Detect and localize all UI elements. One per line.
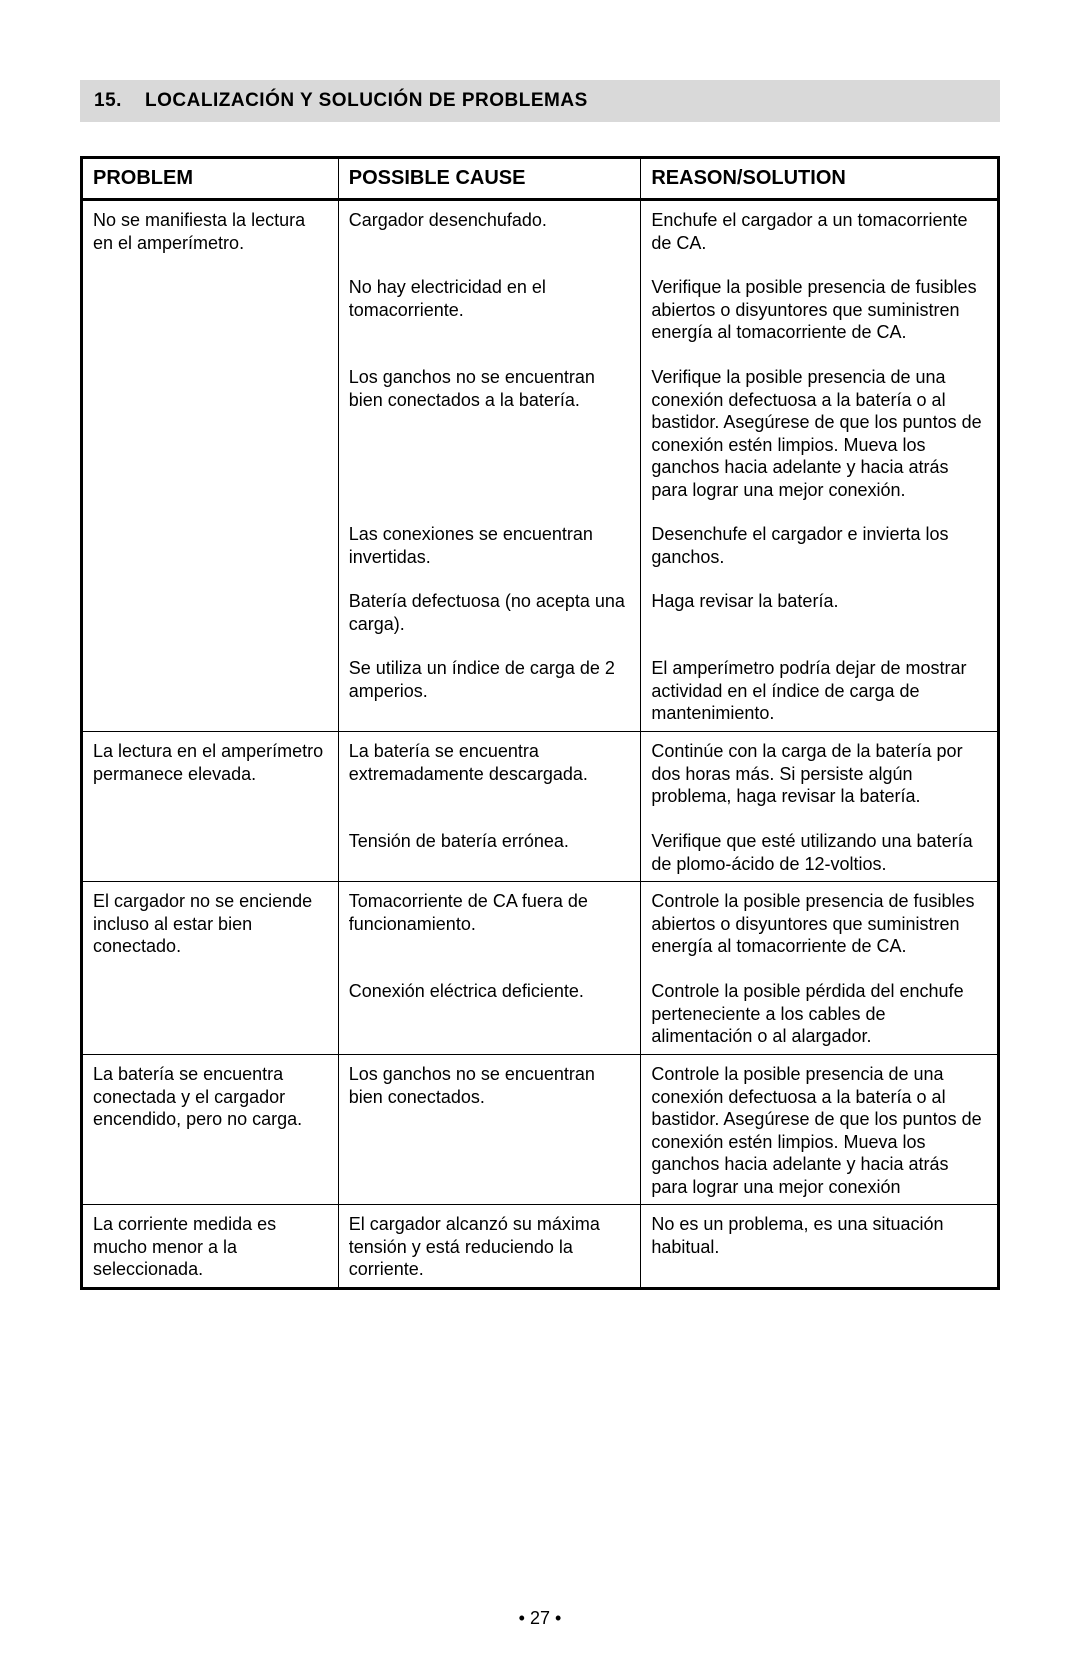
cause-text: Las conexiones se encuentran invertidas. [349, 523, 631, 590]
cause-text: Tensión de batería errónea. [349, 830, 631, 875]
document-page: 15. LOCALIZACIÓN Y SOLUCIÓN DE PROBLEMAS… [0, 0, 1080, 1669]
cause-text: Cargador desenchufado. [349, 209, 631, 276]
solution-cell: Controle la posible presencia de una con… [641, 1055, 999, 1205]
solution-text: Controle la posible pérdida del enchufe … [651, 980, 987, 1048]
cause-text: La batería se encuentra extremadamente d… [349, 740, 631, 830]
section-number: 15. [94, 90, 122, 111]
table-row: El cargador no se enciende incluso al es… [82, 882, 999, 1055]
cause-text: Tomacorriente de CA fuera de funcionamie… [349, 890, 631, 980]
solution-text: Verifique la posible presencia de fusibl… [651, 276, 987, 366]
cause-cell: Cargador desenchufado.No hay electricida… [338, 200, 641, 732]
solution-text: No es un problema, es una situación habi… [651, 1213, 987, 1281]
table-row: La corriente medida es mucho menor a la … [82, 1205, 999, 1289]
table-row: La lectura en el amperímetro permanece e… [82, 732, 999, 882]
cause-cell: Tomacorriente de CA fuera de funcionamie… [338, 882, 641, 1055]
problem-cell: La corriente medida es mucho menor a la … [82, 1205, 339, 1289]
troubleshoot-table: PROBLEM POSSIBLE CAUSE REASON/SOLUTION N… [80, 156, 1000, 1290]
solution-text: Desenchufe el cargador e invierta los ga… [651, 523, 987, 590]
solution-cell: Enchufe el cargador a un tomacorriente d… [641, 200, 999, 732]
cause-text: Batería defectuosa (no acepta una carga)… [349, 590, 631, 657]
problem-cell: La batería se encuentra conectada y el c… [82, 1055, 339, 1205]
cause-text: Los ganchos no se encuentran bien conect… [349, 366, 631, 523]
header-cause: POSSIBLE CAUSE [338, 158, 641, 200]
cause-text: Se utiliza un índice de carga de 2 amper… [349, 657, 631, 725]
problem-cell: No se manifiesta la lectura en el amperí… [82, 200, 339, 732]
cause-cell: Los ganchos no se encuentran bien conect… [338, 1055, 641, 1205]
cause-text: Conexión eléctrica deficiente. [349, 980, 631, 1048]
section-header: 15. LOCALIZACIÓN Y SOLUCIÓN DE PROBLEMAS [80, 80, 1000, 122]
table-row: No se manifiesta la lectura en el amperí… [82, 200, 999, 732]
solution-cell: Controle la posible presencia de fusible… [641, 882, 999, 1055]
solution-text: Haga revisar la batería. [651, 590, 987, 657]
solution-cell: Continúe con la carga de la batería por … [641, 732, 999, 882]
solution-cell: No es un problema, es una situación habi… [641, 1205, 999, 1289]
table-row: La batería se encuentra conectada y el c… [82, 1055, 999, 1205]
cause-text: El cargador alcanzó su máxima tensión y … [349, 1213, 631, 1281]
problem-cell: El cargador no se enciende incluso al es… [82, 882, 339, 1055]
table-header-row: PROBLEM POSSIBLE CAUSE REASON/SOLUTION [82, 158, 999, 200]
cause-cell: El cargador alcanzó su máxima tensión y … [338, 1205, 641, 1289]
table-body: No se manifiesta la lectura en el amperí… [82, 200, 999, 1289]
solution-text: Controle la posible presencia de una con… [651, 1063, 987, 1198]
solution-text: El amperímetro podría dejar de mostrar a… [651, 657, 987, 725]
page-number: • 27 • [0, 1608, 1080, 1629]
header-problem: PROBLEM [82, 158, 339, 200]
solution-text: Controle la posible presencia de fusible… [651, 890, 987, 980]
problem-cell: La lectura en el amperímetro permanece e… [82, 732, 339, 882]
solution-text: Continúe con la carga de la batería por … [651, 740, 987, 830]
solution-text: Verifique que esté utilizando una baterí… [651, 830, 987, 875]
cause-text: No hay electricidad en el tomacorriente. [349, 276, 631, 366]
section-title: LOCALIZACIÓN Y SOLUCIÓN DE PROBLEMAS [145, 90, 588, 111]
solution-text: Enchufe el cargador a un tomacorriente d… [651, 209, 987, 276]
header-solution: REASON/SOLUTION [641, 158, 999, 200]
cause-cell: La batería se encuentra extremadamente d… [338, 732, 641, 882]
cause-text: Los ganchos no se encuentran bien conect… [349, 1063, 631, 1198]
solution-text: Verifique la posible presencia de una co… [651, 366, 987, 523]
